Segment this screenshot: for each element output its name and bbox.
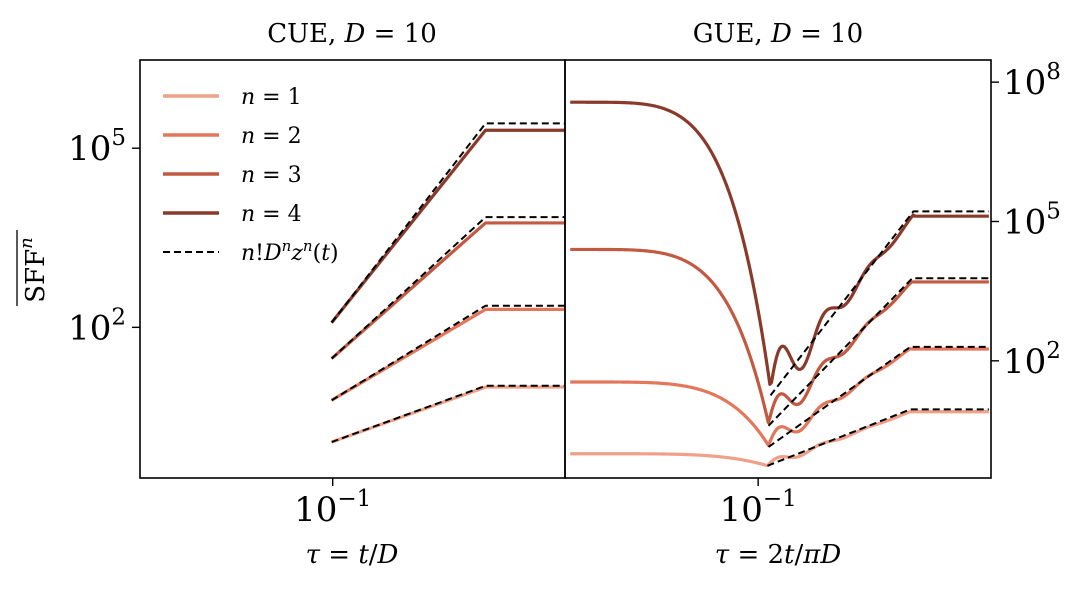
reference-line-4 [330, 122, 565, 324]
y-tick-label: 108 [1003, 59, 1061, 103]
reference-line-3 [330, 216, 565, 360]
reference-line-3 [767, 277, 989, 427]
left-ticks: 10−1 102 105 [68, 125, 371, 530]
y-tick-label: 102 [68, 304, 126, 348]
y-tick-label: 105 [1003, 198, 1061, 242]
ylabel-text: SFFn [16, 237, 51, 303]
series-line-n3 [330, 221, 565, 360]
legend-label-4: n = 4 [241, 202, 302, 227]
series-line-n2 [330, 307, 565, 402]
series-line-n1 [331, 385, 565, 444]
series-line-n3 [570, 247, 989, 424]
legend-label-3: n = 3 [241, 163, 302, 188]
right-ticks: 10−1 102 105 108 [720, 59, 1061, 530]
left-xlabel: τ = t/D [306, 540, 399, 570]
left-curves [330, 122, 565, 444]
y-tick-label: 105 [68, 125, 126, 169]
series-line-n4 [330, 128, 565, 324]
reference-line-2 [331, 304, 565, 402]
legend-label-2: n = 2 [241, 124, 302, 149]
legend-label-5: n!Dnzn(t) [241, 237, 339, 266]
reference-line-2 [767, 345, 989, 448]
legend-label-1: n = 1 [241, 85, 302, 110]
series-line-n4 [570, 100, 989, 386]
x-tick-label: 10−1 [294, 486, 371, 530]
left-title: CUE, D = 10 [267, 19, 437, 49]
y-tick-label: 102 [1003, 338, 1061, 382]
legend: n = 1 n = 2 n = 3 n = 4 n!Dnzn(t) [163, 85, 339, 266]
panel-cue: 10−1 102 105 CUE, D = 10 τ = t/D SFFn n = … [16, 19, 566, 570]
right-title: GUE, D = 10 [693, 19, 863, 49]
right-plot-frame [564, 59, 992, 479]
right-xlabel: τ = 2t/πD [715, 540, 842, 570]
panel-gue: 10−1 102 105 108 GUE, D = 10 τ = 2t/πD [564, 19, 1061, 570]
reference-line-1 [331, 384, 565, 443]
ylabel: SFFn [16, 230, 51, 306]
series-line-n2 [570, 347, 989, 447]
series-line-n1 [570, 410, 989, 468]
right-curves [570, 100, 989, 468]
reference-line-4 [769, 210, 989, 397]
x-tick-label: 10−1 [720, 486, 797, 530]
